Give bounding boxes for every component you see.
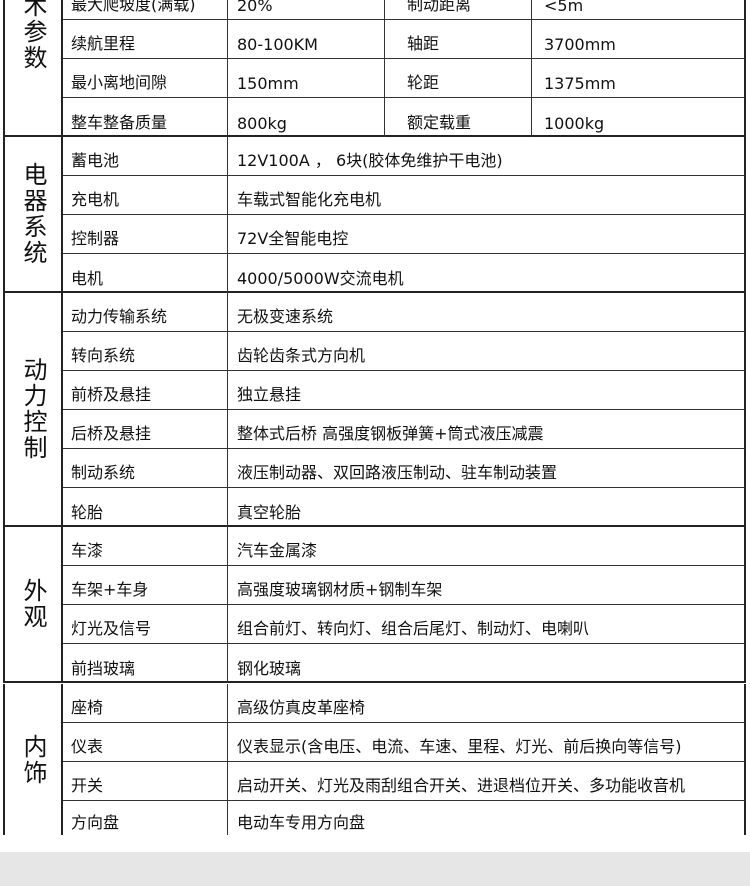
row-value-2: 3700mm — [544, 35, 616, 54]
section-1: 电器系统 蓄电池 12V100A ， 6块(胶体免维护干电池) 充电机 车载式智能化充电… — [3, 137, 746, 293]
row-value: 电动车专用方向盘 — [237, 813, 366, 832]
section-3: 外观 车漆 汽车金属漆 车架+车身 高强度玻璃钢材质+钢制车架 灯光及信号 组合前灯、转向灯… — [3, 527, 746, 683]
row-label: 座椅 — [63, 684, 228, 722]
category-label: 外观 — [19, 578, 47, 630]
row-value: 20% — [228, 0, 385, 19]
row-value: 150mm — [228, 59, 385, 97]
row-value: 无极变速系统 — [237, 307, 334, 326]
row-value-2: 1375mm — [544, 74, 616, 93]
table-row: 转向系统 齿轮齿条式方向机 — [63, 332, 746, 371]
table-row: 车架+车身 高强度玻璃钢材质+钢制车架 — [63, 566, 746, 605]
row-label-2: 制动距离 — [385, 0, 532, 19]
section-category: 内饰 — [3, 684, 63, 835]
section-4: 内饰 座椅 高级仿真皮革座椅 仪表 仪表显示(含电压、电流、车速、里程、灯光、前后换向等… — [3, 684, 746, 835]
category-label: 技术参数 — [19, 0, 47, 71]
section-0: 技术参数 最大爬坡度(满载) 20% 制动距离 <5m 续航里程 80-100KM 轴距 370… — [3, 0, 746, 137]
row-value: 高强度玻璃钢材质+钢制车架 — [237, 580, 443, 599]
row-label: 续航里程 — [63, 20, 228, 58]
row-value: 液压制动器、双回路液压制动、驻车制动装置 — [237, 463, 558, 482]
table-row: 灯光及信号 组合前灯、转向灯、组合后尾灯、制动灯、电喇叭 — [63, 605, 746, 644]
row-value: 组合前灯、转向灯、组合后尾灯、制动灯、电喇叭 — [237, 619, 590, 638]
row-label: 转向系统 — [63, 332, 228, 370]
row-value: 4000/5000W交流电机 — [237, 269, 404, 288]
row-label: 后桥及悬挂 — [63, 410, 228, 448]
table-row: 最大爬坡度(满载) 20% 制动距离 <5m — [63, 0, 746, 20]
table-row: 制动系统 液压制动器、双回路液压制动、驻车制动装置 — [63, 449, 746, 488]
table-row: 蓄电池 12V100A ， 6块(胶体免维护干电池) — [63, 137, 746, 176]
row-value: 汽车金属漆 — [237, 541, 318, 560]
row-label: 制动系统 — [63, 449, 228, 487]
table-row: 轮胎 真空轮胎 — [63, 488, 746, 527]
row-label: 整车整备质量 — [63, 98, 228, 137]
row-label-2: 额定载重 — [385, 98, 532, 137]
row-label: 电机 — [63, 254, 228, 293]
table-row: 前桥及悬挂 独立悬挂 — [63, 371, 746, 410]
section-category: 外观 — [3, 527, 63, 681]
row-value: 800kg — [228, 98, 385, 137]
row-label: 充电机 — [63, 176, 228, 214]
row-label: 前挡玻璃 — [63, 644, 228, 683]
row-value: 独立悬挂 — [237, 385, 302, 404]
section-category: 技术参数 — [3, 0, 63, 135]
row-label: 最小离地间隙 — [63, 59, 228, 97]
category-label: 动力控制 — [19, 357, 47, 461]
row-value: 仪表显示(含电压、电流、车速、里程、灯光、前后换向等信号) — [237, 737, 682, 756]
row-label: 开关 — [63, 762, 228, 800]
row-value: 启动开关、灯光及雨刮组合开关、进退档位开关、多功能收音机 — [237, 776, 686, 795]
table-row: 最小离地间隙 150mm 轮距 1375mm — [63, 59, 746, 98]
table-row: 充电机 车载式智能化充电机 — [63, 176, 746, 215]
spec-table: 技术参数 最大爬坡度(满载) 20% 制动距离 <5m 续航里程 80-100KM 轴距 370… — [3, 0, 746, 835]
row-value: 钢化玻璃 — [237, 659, 302, 678]
page-footer-band — [0, 852, 750, 886]
table-row: 座椅 高级仿真皮革座椅 — [63, 684, 746, 723]
row-value: 齿轮齿条式方向机 — [237, 346, 366, 365]
row-value: 72V全智能电控 — [237, 229, 349, 248]
row-label: 灯光及信号 — [63, 605, 228, 643]
category-label: 内饰 — [19, 733, 47, 786]
row-value: 整体式后桥 高强度钢板弹簧+筒式液压减震 — [237, 424, 544, 443]
row-label: 方向盘 — [63, 801, 228, 835]
section-category: 电器系统 — [3, 137, 63, 291]
table-row: 车漆 汽车金属漆 — [63, 527, 746, 566]
row-value-2: 1000kg — [544, 114, 605, 133]
section-2: 动力控制 动力传输系统 无极变速系统 转向系统 齿轮齿条式方向机 前桥及悬挂 独立悬挂 后桥及… — [3, 293, 746, 527]
row-label: 前桥及悬挂 — [63, 371, 228, 409]
row-label: 蓄电池 — [63, 137, 228, 175]
row-value: 12V100A ， 6块(胶体免维护干电池) — [237, 151, 503, 170]
row-label: 车漆 — [63, 527, 228, 565]
table-row: 仪表 仪表显示(含电压、电流、车速、里程、灯光、前后换向等信号) — [63, 723, 746, 762]
table-row: 后桥及悬挂 整体式后桥 高强度钢板弹簧+筒式液压减震 — [63, 410, 746, 449]
row-label: 轮胎 — [63, 488, 228, 527]
row-value: 80-100KM — [228, 20, 385, 58]
row-value: 高级仿真皮革座椅 — [237, 698, 366, 717]
row-label: 最大爬坡度(满载) — [63, 0, 228, 19]
row-label: 动力传输系统 — [63, 293, 228, 331]
table-row: 整车整备质量 800kg 额定载重 1000kg — [63, 98, 746, 137]
row-value: 车载式智能化充电机 — [237, 190, 382, 209]
row-label-2: 轴距 — [385, 20, 532, 58]
table-row: 方向盘 电动车专用方向盘 — [63, 801, 746, 835]
row-label: 控制器 — [63, 215, 228, 253]
table-row: 控制器 72V全智能电控 — [63, 215, 746, 254]
table-row: 电机 4000/5000W交流电机 — [63, 254, 746, 293]
row-value-2: <5m — [544, 0, 584, 15]
row-label: 仪表 — [63, 723, 228, 761]
table-row: 前挡玻璃 钢化玻璃 — [63, 644, 746, 683]
table-row: 开关 启动开关、灯光及雨刮组合开关、进退档位开关、多功能收音机 — [63, 762, 746, 801]
row-label-2: 轮距 — [385, 59, 532, 97]
section-category: 动力控制 — [3, 293, 63, 525]
category-label: 电器系统 — [19, 162, 47, 266]
table-row: 动力传输系统 无极变速系统 — [63, 293, 746, 332]
row-label: 车架+车身 — [63, 566, 228, 604]
row-value: 真空轮胎 — [237, 503, 302, 522]
table-row: 续航里程 80-100KM 轴距 3700mm — [63, 20, 746, 59]
